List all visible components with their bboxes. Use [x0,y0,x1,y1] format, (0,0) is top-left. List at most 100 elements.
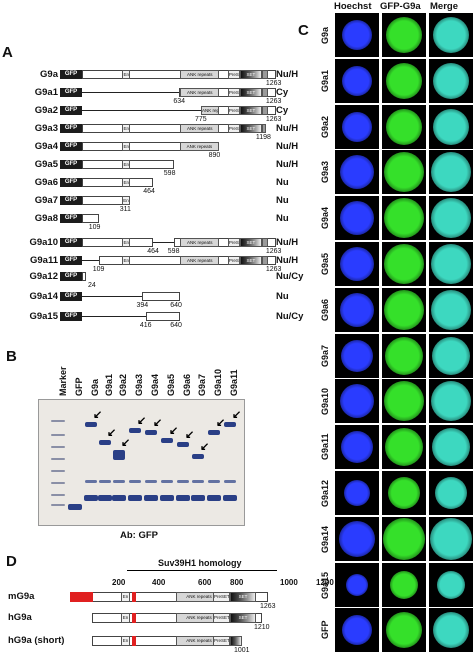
micrograph-gfp-g9a6 [382,287,426,332]
fusion-band [99,440,111,445]
construct-name: G9a11 [30,255,58,266]
mid-aa: 598 [167,248,180,255]
gfp-band [160,495,174,501]
ladder-band [51,434,65,436]
faint-band [85,480,97,483]
domain-en: En [121,613,130,623]
faint-band [161,480,173,483]
end-aa: 1210 [254,624,270,631]
end-aa: 311 [119,206,131,213]
micrograph-hoechst-g9a12 [335,471,379,515]
nucleus-signal [340,292,374,327]
nucleus-signal [344,480,370,506]
gfp-tag: GFP [60,214,82,223]
micrograph-gfp-g9a1 [382,58,426,103]
construct-name: G9a [40,69,58,80]
row-label-g9a: G9a [320,26,330,44]
construct-name: G9a15 [29,311,58,322]
micrograph-merge-g9a11 [429,425,473,470]
gfp-tag: GFP [60,142,82,151]
band-arrow: ↙ [200,441,210,453]
construct-row-g9a6: G9a6 Nu GFP En 464 [0,176,325,195]
end-aa: 1263 [265,116,282,123]
micrograph-gfp-g9a5 [382,242,426,286]
faint-band [208,480,220,483]
nucleus-signal [431,289,471,330]
gfp-band [207,495,221,501]
nucleus-signal [432,428,470,467]
end-aa: 1263 [265,266,282,273]
gfp-tag: GFP [60,160,82,169]
nucleus-signal [384,152,424,193]
domain-pre-0: PreSET [227,70,241,79]
lane-label-g9a6: G9a6 [182,373,192,396]
fragment-bar [173,238,276,247]
fusion-band [177,442,189,447]
domain-ank-2: ANK repeats [200,106,220,115]
row-label-g9a2: G9a2 [320,115,330,138]
lane-label-g9a10: G9a10 [213,368,223,396]
construct-name: G9a3 [34,123,58,134]
micrograph-merge-gfp [429,608,473,653]
micrograph-gfp-g9a3 [382,150,426,195]
domain-set-3: SET [240,124,262,133]
nucleus-signal [342,111,372,142]
nucleus-signal [433,108,469,145]
construct-name: G9a6 [34,177,58,188]
domain-set-0: SET [240,70,262,79]
micrograph-merge-g9a7 [429,333,473,378]
micrograph-merge-g9a6 [429,287,473,332]
nucleus-signal [340,201,374,236]
axis-tick-1200: 1200 [316,578,334,587]
lane-label-g9a1: G9a1 [104,373,114,396]
localization-label: Nu/H [276,159,299,170]
axis-tick-1000: 1000 [280,578,298,587]
nucleus-signal [386,17,422,53]
ladder-band [51,504,65,506]
lane-label-g9a3: G9a3 [134,373,144,396]
domain-set-2: SET [240,106,262,115]
nucleus-signal [386,108,422,145]
deletion-line [82,296,143,297]
gfp-band [84,495,98,501]
nucleus-signal [341,431,373,464]
row-label-g9a7: G9a7 [320,344,330,367]
gfp-tag: GFP [60,272,82,281]
micrograph-gfp-g9a7 [382,333,426,378]
start-aa: 775 [194,116,207,123]
lane-label-g9a4: G9a4 [150,373,160,396]
nucleus-signal [384,289,424,330]
nucleus-signal [341,339,373,372]
fusion-band [224,422,236,427]
nucleus-signal [346,573,368,596]
fusion-band [85,422,97,427]
row-label-g9a11: G9a11 [320,433,330,461]
nucleus-signal [384,244,424,284]
fusion-band [113,450,125,460]
micrograph-merge-g9a2 [429,104,473,149]
ladder-band [51,494,65,496]
gfp-band [128,495,142,501]
domain-post-2 [261,106,268,115]
micrograph-hoechst-g9a [335,13,379,57]
nucleus-signal [437,570,465,599]
nucleus-signal [433,17,469,53]
nucleus-signal [435,477,467,509]
fragment-bar [82,178,154,187]
construct-row-g9a5: G9a5 Nu/H GFP En 598 [0,158,325,177]
domain-en-9: En [122,238,131,247]
localization-label: Nu/H [276,237,299,248]
construct-row-g9a15: G9a15 Nu/Cy GFP 416 640 [0,310,325,329]
red-mark [132,592,136,602]
domain-pre-9: PreSET [227,238,241,247]
row-label-g9a4: G9a4 [320,207,330,230]
fragment-bar [179,88,276,97]
micrograph-gfp-g9a14 [382,516,426,561]
micrograph-gfp-g9a15 [382,562,426,607]
fragment-bar [82,238,154,247]
gfp-band [112,495,126,501]
construct-row-g9a14: G9a14 Nu GFP 394 640 [0,290,325,309]
